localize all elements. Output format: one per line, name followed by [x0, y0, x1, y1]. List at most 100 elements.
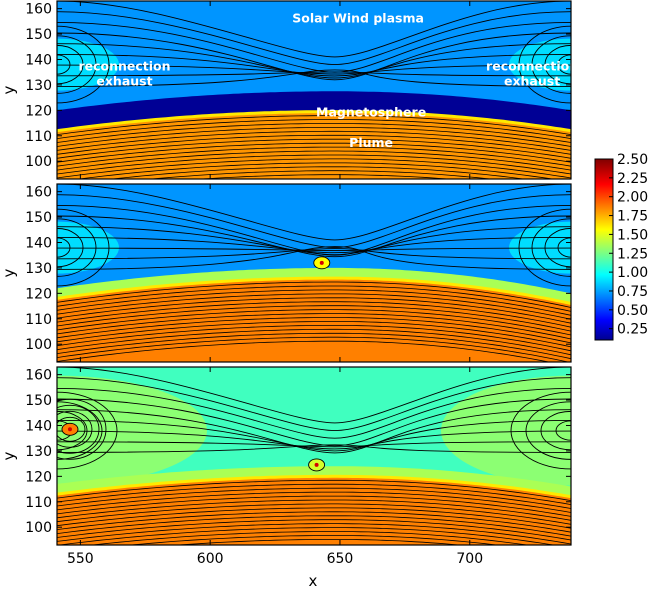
lobe-field-line	[531, 35, 571, 94]
annotation-2-line-1: exhaust	[504, 73, 560, 88]
plume-field-line	[57, 325, 571, 352]
island-core	[67, 427, 72, 432]
y-tick-label: 150	[25, 27, 52, 43]
y-tick-label: 130	[25, 261, 52, 277]
x-tick-label: 650	[327, 551, 354, 567]
lobe-field-line	[518, 208, 571, 287]
colorbar-tick-label: 2.25	[617, 171, 648, 187]
y-tick-label: 150	[25, 393, 52, 409]
lobe-field-line	[544, 44, 571, 85]
panel-frame	[56, 366, 572, 546]
plume-field-line	[57, 321, 571, 348]
field-line	[57, 215, 571, 258]
y-axis-label: y	[0, 85, 18, 94]
field-line	[57, 430, 571, 450]
y-axis-label: y	[0, 268, 18, 277]
island-field-line	[57, 410, 93, 448]
exhaust-lobe-right	[509, 221, 571, 274]
y-tick-label: 110	[25, 312, 52, 328]
plume-field-line	[57, 507, 571, 529]
lobe-field-line	[57, 208, 110, 287]
lobe-field-line	[57, 54, 71, 75]
plume-field-line	[57, 523, 571, 545]
y-tick-label: 160	[25, 185, 52, 201]
field-line	[57, 184, 571, 241]
plume-field-line	[108, 166, 527, 179]
y-tick-label: 100	[25, 337, 52, 353]
plume-field-line	[57, 138, 571, 159]
field-line	[57, 377, 571, 432]
plume-field-line	[57, 281, 571, 308]
y-axis-label: y	[0, 451, 18, 460]
plume-edge	[57, 474, 571, 499]
field-line	[57, 69, 571, 87]
lobe-field-line	[555, 420, 571, 441]
field-line	[57, 409, 571, 454]
plume-field-line	[57, 503, 571, 525]
lobe-field-line	[57, 227, 84, 268]
lobe-field-line	[525, 401, 571, 460]
plume-field-line	[57, 305, 571, 332]
lobe-field-line	[57, 44, 84, 85]
plume-field-line	[57, 289, 571, 316]
lobe-field-line	[557, 54, 571, 75]
field-line	[57, 1, 571, 58]
colorbar: 0.25 0.50 0.75 1.00 1.25 1.50 1.75 2.00 2.25 2.50	[594, 152, 648, 341]
plume-field-line	[57, 313, 571, 340]
exhaust-lobe-right	[509, 38, 571, 91]
plume-edge	[57, 276, 571, 305]
field-line	[57, 387, 571, 439]
plume-field-line	[57, 158, 571, 179]
lobe-field-line	[544, 227, 571, 268]
plume-field-line	[89, 531, 531, 545]
lobe-field-line	[57, 391, 118, 470]
colorbar-tick-label: 2.50	[617, 152, 648, 168]
plume-field-line	[197, 174, 452, 179]
exhaust-lobe-left	[57, 221, 119, 274]
field-line	[57, 71, 571, 77]
x-tick-label: 700	[456, 551, 483, 567]
plume-field-line	[57, 154, 571, 175]
field-line	[57, 398, 571, 447]
field-line	[57, 43, 571, 79]
plume-field-line	[57, 297, 571, 324]
y-tick-label: 100	[25, 154, 52, 170]
y-tick-label: 120	[25, 103, 52, 119]
plume-field-line	[57, 487, 571, 509]
panel-body	[57, 367, 571, 545]
field-line	[57, 11, 571, 66]
y-tick-label: 160	[25, 368, 52, 384]
panels: Solar Wind plasmareconnectionexhaustreco…	[25, 0, 578, 567]
plume-field-line	[57, 123, 571, 143]
field-line	[57, 204, 571, 256]
y-tick-label: 120	[25, 286, 52, 302]
lobe-field-line	[57, 35, 97, 94]
plume-field-line	[57, 142, 571, 163]
plume-field-line	[57, 301, 571, 328]
y-tick-label: 110	[25, 495, 52, 511]
island-core	[314, 462, 319, 467]
exhaust-lobe-right	[441, 375, 571, 486]
field-line	[57, 419, 571, 452]
lobe-field-line	[57, 25, 110, 104]
colorbar-tick-label: 0.75	[617, 284, 648, 300]
field-line	[57, 236, 571, 254]
y-tick-label: 100	[25, 520, 52, 536]
plume-field-line	[57, 499, 571, 521]
field-line	[57, 444, 571, 453]
y-tick-label: 130	[25, 444, 52, 460]
plume-field-line	[57, 115, 571, 135]
plume-field-line	[57, 127, 571, 147]
lobe-field-line	[57, 410, 88, 451]
lobe-field-line	[510, 391, 571, 470]
plume-field-line	[57, 491, 571, 513]
island-field-line	[57, 416, 86, 442]
colorbar-tick-label: 1.75	[617, 209, 648, 225]
colorbar-tick-label: 1.00	[617, 265, 648, 281]
lobe-field-line	[531, 218, 571, 277]
field-line	[57, 32, 571, 81]
plume-field-line	[57, 515, 571, 537]
colorbar-ticks: 0.25 0.50 0.75 1.00 1.25 1.50 1.75 2.00 2.25 2.50	[609, 152, 648, 338]
lobe-field-line	[57, 401, 103, 460]
panel-body	[57, 184, 571, 362]
